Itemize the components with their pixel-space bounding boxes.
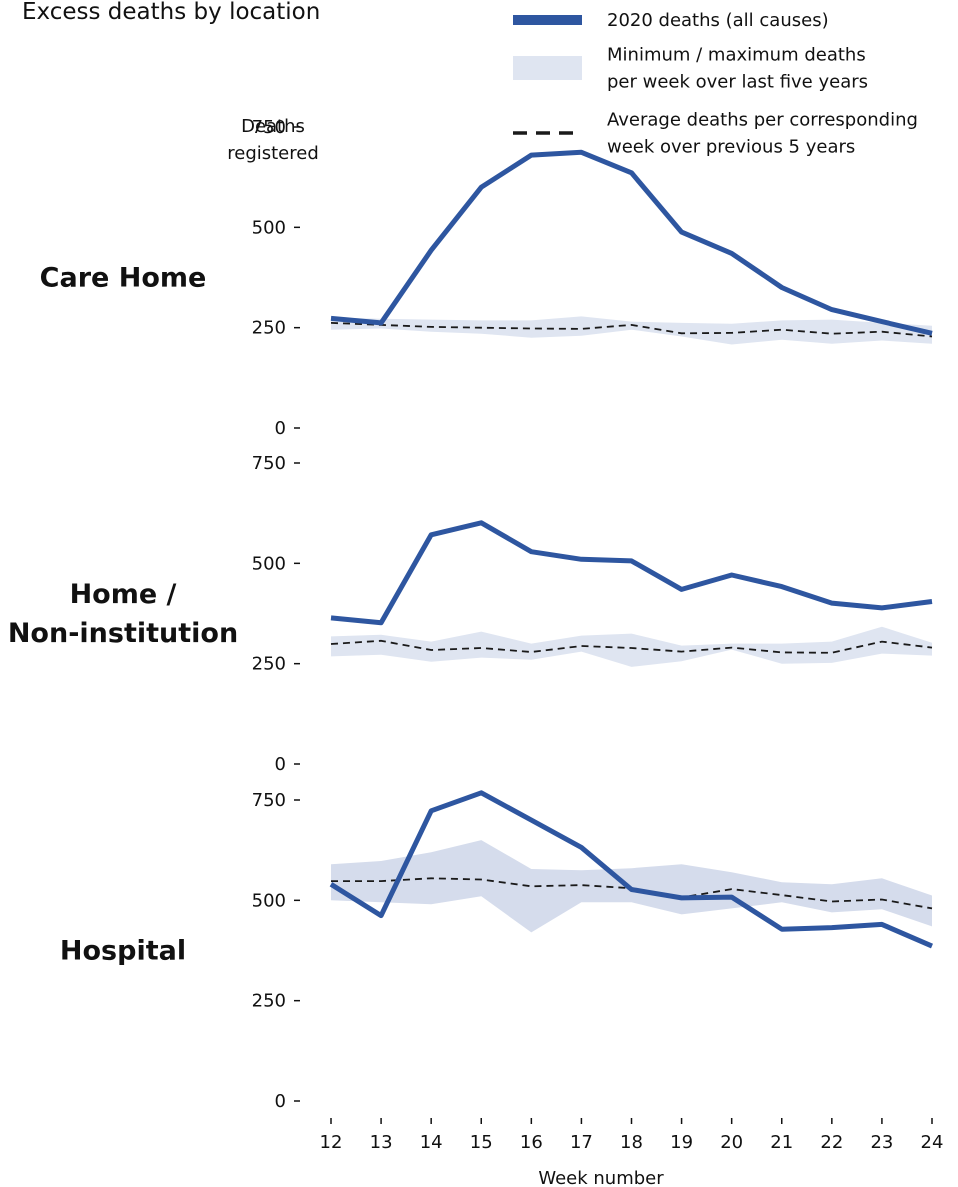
x-tick-label: 16 bbox=[520, 1132, 543, 1153]
panel: 0 250 500 750 Care Home bbox=[40, 117, 933, 439]
legend-label: per week over last five years bbox=[607, 72, 868, 93]
legend: 2020 deaths (all causes) Minimum / maximu… bbox=[513, 10, 918, 158]
y-tick-label: 0 bbox=[275, 418, 286, 439]
y-tick-label: 500 bbox=[252, 217, 286, 238]
x-tick-label: 13 bbox=[370, 1132, 393, 1153]
minmax-band bbox=[331, 626, 932, 667]
y-axis-label: Deaths bbox=[241, 116, 305, 137]
panel-label: Non-institution bbox=[8, 618, 238, 649]
average-line bbox=[330, 322, 933, 338]
x-tick-label: 24 bbox=[921, 1132, 944, 1153]
panel-label: Home / bbox=[70, 579, 177, 610]
panel: 0 250 500 750 Hospital bbox=[60, 790, 933, 1112]
panel: 0 250 500 750 Home / Non-institution bbox=[8, 453, 933, 775]
y-tick-label: 250 bbox=[252, 318, 286, 339]
legend-swatch-band bbox=[513, 56, 582, 80]
deaths-2020-line bbox=[329, 790, 933, 949]
panel-label: Care Home bbox=[40, 263, 207, 294]
x-tick-label: 23 bbox=[870, 1132, 893, 1153]
minmax-band bbox=[331, 316, 932, 345]
x-tick-label: 21 bbox=[770, 1132, 793, 1153]
y-tick-label: 500 bbox=[252, 553, 286, 574]
y-tick-label: 750 bbox=[252, 117, 286, 138]
y-axis-label: registered bbox=[227, 143, 319, 164]
x-tick-label: 14 bbox=[420, 1132, 443, 1153]
y-tick-label: 500 bbox=[252, 890, 286, 911]
chart-title: Excess deaths by location bbox=[22, 0, 320, 25]
x-tick-label: 18 bbox=[620, 1132, 643, 1153]
x-axis-label: Week number bbox=[538, 1168, 664, 1187]
legend-label: Minimum / maximum deaths bbox=[607, 45, 866, 66]
y-tick-label: 0 bbox=[275, 1091, 286, 1112]
deaths-2020-line bbox=[330, 149, 933, 336]
y-tick-label: 250 bbox=[252, 991, 286, 1012]
y-tick-label: 250 bbox=[252, 654, 286, 675]
x-tick-label: 15 bbox=[470, 1132, 493, 1153]
average-line bbox=[330, 639, 933, 654]
x-tick-label: 20 bbox=[720, 1132, 743, 1153]
panel-label: Hospital bbox=[60, 936, 186, 967]
y-tick-label: 0 bbox=[275, 754, 286, 775]
legend-label: 2020 deaths (all causes) bbox=[607, 10, 829, 31]
x-axis: 12 13 14 15 16 17 18 19 20 21 22 23 24 Week number bbox=[320, 1118, 944, 1187]
x-tick-label: 12 bbox=[320, 1132, 343, 1153]
x-tick-label: 17 bbox=[570, 1132, 593, 1153]
deaths-2020-line bbox=[330, 520, 933, 626]
y-tick-label: 750 bbox=[252, 453, 286, 474]
legend-label: Average deaths per corresponding bbox=[607, 110, 918, 131]
legend-label: week over previous 5 years bbox=[607, 137, 855, 158]
x-tick-label: 22 bbox=[820, 1132, 843, 1153]
x-tick-label: 19 bbox=[670, 1132, 693, 1153]
y-tick-label: 750 bbox=[252, 790, 286, 811]
